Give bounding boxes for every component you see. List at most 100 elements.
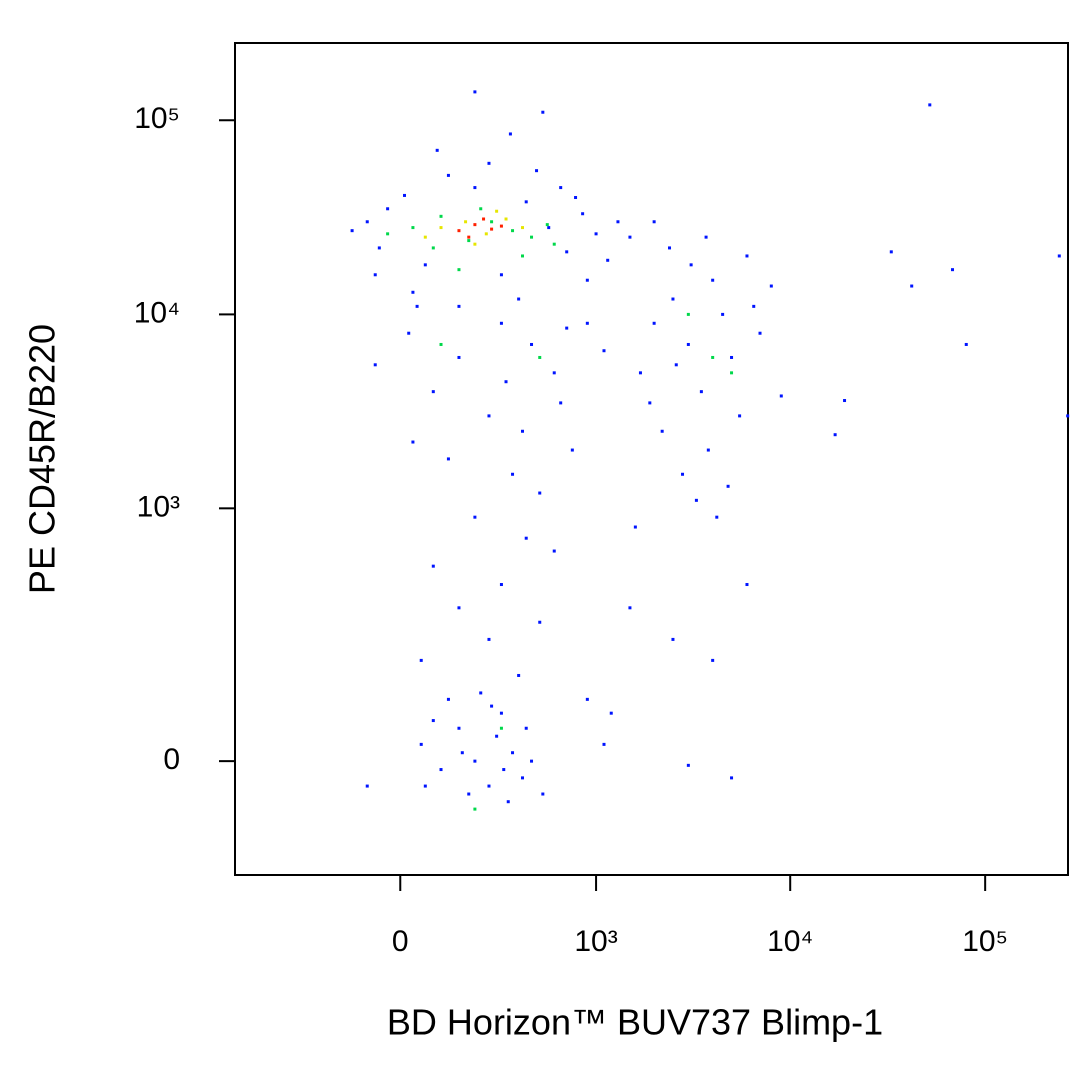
point xyxy=(521,254,525,258)
point xyxy=(1057,254,1061,258)
x-tick-label: 10⁴ xyxy=(767,925,813,958)
x-axis-title: BD Horizon™ BUV737 Blimp-1 xyxy=(387,1002,883,1043)
point xyxy=(511,229,515,233)
x-tick-label: 0 xyxy=(392,925,409,958)
point xyxy=(606,258,610,262)
point xyxy=(686,342,690,346)
point xyxy=(457,229,461,233)
point xyxy=(473,807,477,811)
point xyxy=(585,697,589,701)
point xyxy=(499,726,503,730)
point xyxy=(545,223,549,227)
point xyxy=(423,784,427,788)
point xyxy=(964,342,968,346)
point xyxy=(446,697,450,701)
point xyxy=(473,90,477,94)
point xyxy=(490,227,494,231)
y-tick-label: 10³ xyxy=(137,490,180,523)
point xyxy=(524,536,528,540)
point xyxy=(843,399,847,403)
point xyxy=(473,242,477,246)
point xyxy=(745,583,749,587)
point xyxy=(506,800,510,804)
point xyxy=(403,193,407,197)
point xyxy=(694,498,698,502)
point xyxy=(711,278,715,282)
x-tick-label: 10⁵ xyxy=(962,925,1008,958)
point xyxy=(910,284,914,288)
point xyxy=(552,242,556,246)
point xyxy=(521,226,525,230)
point xyxy=(638,371,642,375)
point xyxy=(570,448,574,452)
point xyxy=(487,637,491,641)
point xyxy=(738,414,742,418)
point xyxy=(689,263,693,267)
point xyxy=(484,232,488,236)
point xyxy=(559,401,563,405)
point xyxy=(499,321,503,325)
point xyxy=(521,429,525,433)
point xyxy=(464,220,468,224)
point xyxy=(495,734,499,738)
point xyxy=(628,606,632,610)
point xyxy=(499,583,503,587)
point xyxy=(541,110,545,114)
point xyxy=(350,229,354,233)
point xyxy=(508,132,512,136)
point xyxy=(373,363,377,367)
point xyxy=(711,658,715,662)
point xyxy=(490,704,494,708)
point xyxy=(547,226,551,230)
x-tick-label: 10³ xyxy=(574,925,617,958)
point xyxy=(431,719,435,723)
point xyxy=(499,224,503,228)
y-tick-label: 10⁵ xyxy=(134,102,180,135)
plot-frame xyxy=(234,42,1069,876)
point xyxy=(435,148,439,152)
point xyxy=(487,161,491,165)
point xyxy=(504,380,508,384)
point xyxy=(487,414,491,418)
point xyxy=(419,658,423,662)
point xyxy=(704,235,708,239)
point xyxy=(833,433,837,437)
point xyxy=(1066,414,1070,418)
point xyxy=(457,304,461,308)
point xyxy=(721,312,725,316)
point xyxy=(602,349,606,353)
point xyxy=(758,331,762,335)
point xyxy=(407,331,411,335)
point xyxy=(565,326,569,330)
point xyxy=(411,290,415,294)
point xyxy=(660,429,664,433)
point xyxy=(715,515,719,519)
point xyxy=(530,235,534,239)
point xyxy=(431,564,435,568)
point xyxy=(706,448,710,452)
point xyxy=(565,250,569,254)
point xyxy=(365,220,369,224)
point xyxy=(581,212,585,216)
point xyxy=(490,220,494,224)
point xyxy=(652,321,656,325)
point xyxy=(457,268,461,272)
point xyxy=(457,726,461,730)
point xyxy=(686,763,690,767)
y-tick-label: 0 xyxy=(163,743,180,776)
point xyxy=(511,751,515,755)
y-tick-label: 10⁴ xyxy=(134,296,180,329)
point xyxy=(530,759,534,763)
point xyxy=(467,792,471,796)
point xyxy=(559,186,563,190)
point xyxy=(711,355,715,359)
point xyxy=(535,169,539,173)
point xyxy=(681,472,685,476)
point xyxy=(652,220,656,224)
point xyxy=(752,304,756,308)
point xyxy=(511,472,515,476)
point xyxy=(431,246,435,250)
point xyxy=(521,776,525,780)
point xyxy=(928,103,932,107)
